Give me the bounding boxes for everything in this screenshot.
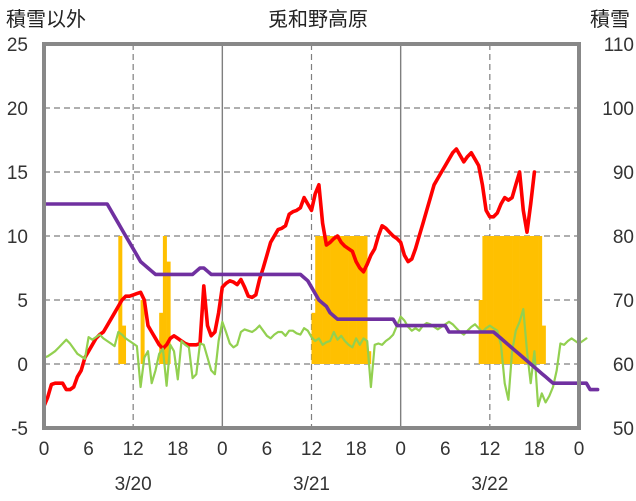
- snow-bar: [482, 236, 487, 364]
- snow-bar: [322, 236, 327, 364]
- snow-bar: [326, 236, 331, 364]
- plot-frame: [42, 42, 581, 430]
- snow-bar: [330, 236, 335, 364]
- snow-bar: [166, 261, 171, 364]
- left-tick-label: -5: [11, 419, 28, 440]
- left-axis-ticks: -5 0 5 10 15 20 25: [7, 35, 28, 440]
- chart-title: 兎和野高原: [268, 7, 368, 31]
- date-label: 3/20: [115, 474, 152, 495]
- right-tick-label: 110: [604, 35, 634, 56]
- data-lines: [42, 147, 600, 409]
- date-labels: 3/20 3/21 3/22: [115, 474, 509, 495]
- snow-bar: [541, 325, 546, 364]
- hour-tick-label: 18: [346, 439, 367, 460]
- snow-bar: [538, 236, 543, 364]
- snow-bar: [122, 325, 127, 364]
- snow-bar: [534, 236, 539, 364]
- snow-bar: [363, 236, 368, 364]
- snow-bar: [333, 236, 338, 364]
- left-tick-label: 0: [17, 355, 28, 376]
- right-axis-ticks: 50 60 70 80 90 100 110: [602, 35, 634, 440]
- date-label: 3/22: [471, 474, 508, 495]
- snow-bar: [341, 236, 346, 364]
- snow-bar: [530, 236, 535, 364]
- hour-tick-label: 6: [262, 439, 273, 460]
- hour-tick-label: 12: [123, 439, 144, 460]
- hour-tick-label: 18: [167, 439, 188, 460]
- right-tick-label: 70: [613, 291, 634, 312]
- snow-bar: [344, 236, 349, 364]
- snow-bar: [486, 236, 491, 364]
- snow-bar: [512, 236, 517, 364]
- snow-bar: [519, 236, 524, 364]
- hour-tick-label: 0: [217, 439, 228, 460]
- left-axis-label: 積雪以外: [6, 7, 86, 31]
- right-tick-label: 60: [613, 355, 634, 376]
- secondary-line: [42, 307, 588, 408]
- left-tick-label: 20: [7, 99, 28, 120]
- snow-bar: [348, 236, 353, 364]
- left-tick-label: 25: [7, 35, 28, 56]
- snow-bar: [337, 236, 342, 364]
- snow-bar: [508, 236, 513, 364]
- snow-bar: [515, 236, 520, 364]
- snow-bar: [159, 312, 164, 364]
- snow-depth-line: [42, 202, 600, 392]
- hour-tick-label: 0: [39, 439, 50, 460]
- right-axis-label: 積雪: [590, 7, 630, 31]
- snow-bar: [504, 236, 509, 364]
- right-tick-label: 100: [602, 99, 634, 120]
- hour-tick-labels: 0 6 12 18 0 6 12 18 0 6 12 18 0: [39, 439, 585, 460]
- hour-tick-label: 6: [440, 439, 451, 460]
- snow-bar: [497, 236, 502, 364]
- right-tick-label: 50: [613, 419, 634, 440]
- snow-bar: [352, 236, 357, 364]
- temperature-line: [42, 147, 537, 409]
- hour-tick-label: 12: [479, 439, 500, 460]
- left-tick-label: 15: [7, 163, 28, 184]
- snow-bar: [493, 236, 498, 364]
- snow-bar: [500, 236, 505, 364]
- snow-bar: [162, 236, 167, 364]
- hour-tick-label: 12: [301, 439, 322, 460]
- snow-depth-bars: [118, 236, 546, 364]
- snow-bar: [140, 300, 145, 364]
- right-tick-label: 90: [613, 163, 634, 184]
- left-tick-label: 10: [7, 227, 28, 248]
- snow-bar: [356, 236, 361, 364]
- snow-bar: [526, 236, 532, 364]
- snow-bar: [359, 236, 364, 364]
- date-label: 3/21: [293, 474, 330, 495]
- hour-tick-label: 18: [524, 439, 545, 460]
- hour-tick-label: 6: [83, 439, 94, 460]
- snow-bar: [489, 236, 494, 364]
- hour-tick-label: 0: [574, 439, 585, 460]
- right-tick-label: 80: [613, 227, 634, 248]
- hour-tick-label: 0: [395, 439, 406, 460]
- snow-bar: [523, 236, 528, 364]
- left-tick-label: 5: [17, 291, 28, 312]
